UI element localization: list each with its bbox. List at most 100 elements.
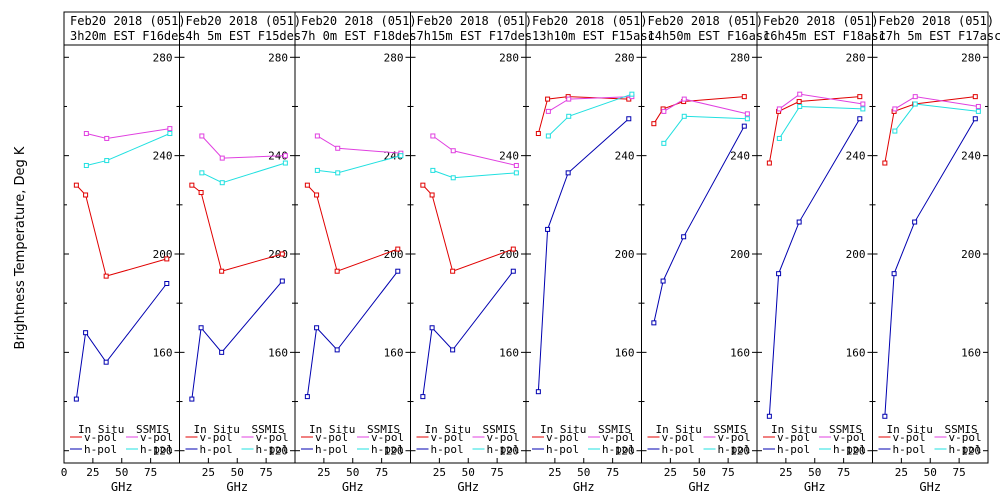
panel-3: Feb20 2018 (051)7h 0m EST F18des 120 160 20… [294, 11, 417, 494]
data-point-ssmis-vpol [681, 96, 687, 102]
data-point-ssmis-hpol [629, 91, 635, 97]
x-tick-label: 25 [86, 466, 99, 479]
x-tick-label: 50 [462, 466, 475, 479]
y-tick-label: 200 [268, 248, 288, 261]
data-point-ssmis-hpol [776, 135, 782, 141]
legend-insitu-title: In Situ [887, 423, 933, 436]
y-tick-label: 160 [615, 346, 635, 359]
legend-label-ssmis-hpol: h-pol [371, 443, 404, 456]
data-point-ssmis-hpol [860, 106, 866, 112]
y-axis-label: Brightness Temperature, Deg K [13, 146, 28, 349]
x-tick-label: 25 [779, 466, 792, 479]
y-tick-label: 200 [730, 248, 750, 261]
data-point-insitu-vpol [535, 131, 541, 137]
data-point-insitu-vpol [103, 273, 109, 279]
legend-label-insitu-vpol: v-pol [777, 431, 810, 444]
x-tick-label: 50 [924, 466, 937, 479]
y-tick-label: 240 [615, 150, 635, 163]
legend-label-ssmis-hpol: h-pol [256, 443, 289, 456]
y-tick-label: 240 [846, 150, 866, 163]
x-tick-label: 75 [260, 466, 273, 479]
data-point-ssmis-vpol [566, 96, 572, 102]
panel-title-date: Feb20 2018 (051) [70, 14, 186, 28]
data-point-insitu-vpol [73, 182, 79, 188]
legend-label-insitu-hpol: h-pol [546, 443, 579, 456]
data-point-insitu-hpol [314, 325, 320, 331]
panel-title-time: 13h10m EST F15asc [532, 29, 655, 43]
series-line-insitu-hpol [306, 270, 399, 397]
y-tick-label: 200 [615, 248, 635, 261]
legend-ssmis-title: SSMIS [252, 423, 285, 436]
panel-title-time: 14h50m EST F16asc [648, 29, 771, 43]
y-tick-label: 200 [846, 248, 866, 261]
data-point-ssmis-hpol [797, 103, 803, 109]
y-tick-label: 280 [730, 51, 750, 64]
series-line-insitu-vpol [884, 96, 976, 164]
x-tick-label: 50 [346, 466, 359, 479]
panel-7: Feb20 2018 (051)16h45m EST F18asc 120 160 2… [756, 11, 886, 494]
data-point-ssmis-hpol [314, 167, 320, 173]
data-point-insitu-vpol [189, 182, 195, 188]
series-line-insitu-vpol [306, 184, 398, 272]
legend-label-ssmis-vpol: v-pol [718, 431, 751, 444]
x-tick-label: 75 [491, 466, 504, 479]
data-point-insitu-hpol [741, 123, 747, 129]
x-tick-label: 50 [115, 466, 128, 479]
y-tick-label: 200 [153, 248, 173, 261]
legend-insitu-title: In Situ [656, 423, 702, 436]
data-point-insitu-vpol [83, 192, 89, 198]
data-point-ssmis-hpol [545, 133, 551, 139]
legend-label-ssmis-vpol: v-pol [833, 431, 866, 444]
x-tick-label: 50 [808, 466, 821, 479]
x-tick-label: 75 [375, 466, 388, 479]
y-tick-label: 240 [499, 150, 519, 163]
y-tick-label: 160 [846, 346, 866, 359]
y-tick-label: 120 [961, 445, 981, 458]
panel-title-date: Feb20 2018 (051) [879, 14, 995, 28]
panel-1: Feb20 2018 (051)3h20m EST F16des 120 160 20… [61, 11, 186, 494]
y-tick-label: 240 [730, 150, 750, 163]
legend-insitu-title: In Situ [425, 423, 471, 436]
panel-title-date: Feb20 2018 (051) [532, 14, 648, 28]
data-point-insitu-vpol [450, 268, 456, 274]
data-point-ssmis-hpol [681, 113, 687, 119]
legend-ssmis-title: SSMIS [136, 423, 169, 436]
data-point-ssmis-hpol [104, 158, 110, 164]
series-line-insitu-vpol [191, 184, 283, 272]
y-tick-label: 160 [961, 346, 981, 359]
data-point-insitu-hpol [304, 394, 310, 400]
data-point-ssmis-vpol [83, 131, 89, 137]
data-point-ssmis-hpol [219, 180, 225, 186]
legend-label-ssmis-hpol: h-pol [487, 443, 520, 456]
legend-label-ssmis-hpol: h-pol [833, 443, 866, 456]
series-line-insitu-hpol [884, 118, 976, 417]
x-tick-label: 50 [693, 466, 706, 479]
data-point-ssmis-hpol [513, 170, 519, 176]
data-point-insitu-hpol [395, 268, 401, 274]
panel-2: Feb20 2018 (051)4h 5m EST F15des 120 160 20… [179, 11, 301, 494]
legend-ssmis-title: SSMIS [945, 423, 978, 436]
data-point-ssmis-hpol [661, 140, 667, 146]
y-tick-label: 160 [384, 346, 404, 359]
data-point-ssmis-vpol [513, 162, 519, 168]
series-line-insitu-hpol [75, 283, 168, 400]
x-axis-label: GHz [688, 480, 710, 494]
data-point-insitu-vpol [651, 121, 657, 127]
x-tick-label: 75 [837, 466, 850, 479]
legend-label-ssmis-vpol: v-pol [256, 431, 289, 444]
panel-title-time: 17h 5m EST F17asc [879, 29, 1000, 43]
data-point-ssmis-hpol [450, 175, 456, 181]
data-point-insitu-vpol [857, 94, 863, 100]
panel-title-date: Feb20 2018 (051) [648, 14, 764, 28]
data-point-ssmis-vpol [776, 106, 782, 112]
panel-5: Feb20 2018 (051)13h10m EST F15asc 120 160 2… [525, 11, 655, 494]
data-point-insitu-hpol [651, 320, 657, 326]
data-point-insitu-hpol [279, 278, 285, 284]
y-tick-label: 280 [384, 51, 404, 64]
panel-title-time: 16h45m EST F18asc [763, 29, 886, 43]
